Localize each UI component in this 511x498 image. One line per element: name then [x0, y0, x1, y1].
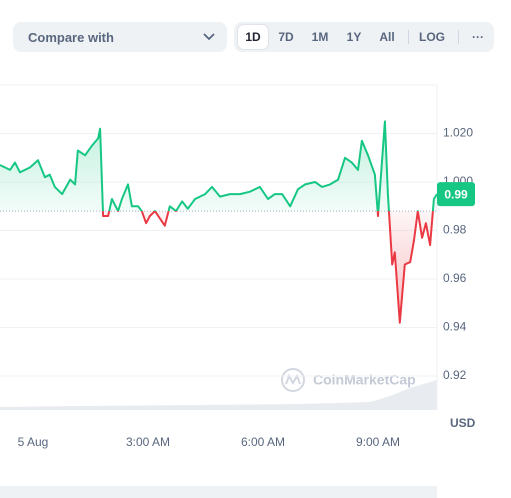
- range-button[interactable]: 1D: [238, 25, 268, 49]
- price-tag: 0.99: [444, 187, 468, 201]
- currency-label: USD: [450, 416, 476, 430]
- more-button[interactable]: ···: [472, 30, 484, 44]
- range-button[interactable]: All: [379, 30, 395, 44]
- watermark-logo: [281, 368, 305, 392]
- x-tick-label: 6:00 AM: [241, 435, 285, 449]
- area-down: [102, 211, 433, 323]
- x-tick-label: 9:00 AM: [356, 435, 400, 449]
- range-slider: [0, 486, 437, 498]
- area-up: [0, 121, 437, 212]
- separator: [408, 30, 409, 44]
- y-tick-label: 0.92: [443, 368, 467, 382]
- y-tick-label: 1.020: [443, 126, 473, 140]
- log-button[interactable]: LOG: [419, 30, 445, 44]
- compare-label: Compare with: [28, 30, 114, 45]
- price-line-down: [101, 211, 434, 324]
- volume-area: [0, 380, 437, 410]
- range-button[interactable]: 1M: [311, 30, 329, 44]
- watermark: CoinMarketCap: [313, 372, 416, 388]
- chevron-icon: [203, 33, 215, 41]
- range-button[interactable]: 7D: [278, 30, 294, 44]
- range-button[interactable]: 1Y: [346, 30, 362, 44]
- x-tick-label: 3:00 AM: [126, 435, 170, 449]
- y-tick-label: 0.96: [443, 271, 467, 285]
- separator: [458, 30, 459, 44]
- y-tick-label: 0.98: [443, 223, 467, 237]
- range-toolbar: 1D 7D 1M 1Y All LOG ···: [234, 22, 494, 52]
- price-tag-bg: [437, 182, 475, 207]
- x-tick-label: 5 Aug: [18, 435, 49, 449]
- price-line-up: [0, 120, 437, 212]
- y-tick-label: 0.94: [443, 320, 467, 334]
- compare-dropdown[interactable]: Compare with: [13, 22, 227, 52]
